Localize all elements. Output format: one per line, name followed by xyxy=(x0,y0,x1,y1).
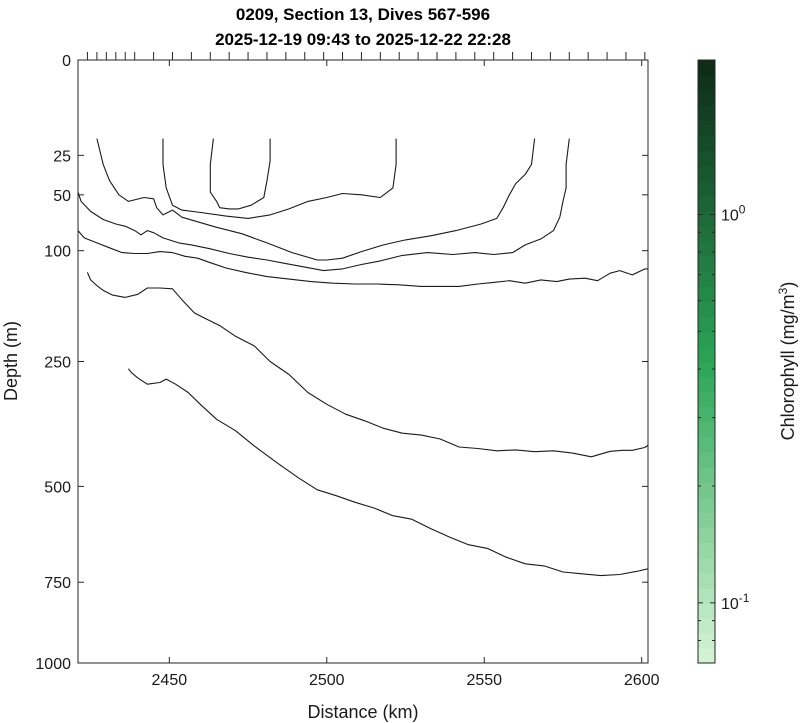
colorbar-label-text: Chlorophyll (mg/m xyxy=(778,294,798,440)
y-tick-label-5: 250 xyxy=(44,355,71,372)
colorbar-level-31 xyxy=(698,195,715,212)
colorbar-level-33 xyxy=(698,165,715,182)
contour-line-3 xyxy=(96,138,536,261)
y-tick-label-8: 1000 xyxy=(35,656,71,673)
colorbar-level-12 xyxy=(698,482,715,498)
colorbar-tick-label-2: 10-1 xyxy=(721,591,750,613)
colorbar-level-26 xyxy=(698,271,715,287)
colorbar-label-superscript: 3 xyxy=(776,287,790,294)
colorbar-level-11 xyxy=(698,497,715,513)
colorbar-level-30 xyxy=(698,210,715,227)
colorbar-level-17 xyxy=(698,406,715,423)
colorbar-level-2 xyxy=(698,632,715,649)
plot-frame xyxy=(77,59,649,664)
colorbar-tick-label-1: 100 xyxy=(721,203,746,225)
colorbar-level-8 xyxy=(698,542,715,559)
colorbar-level-32 xyxy=(698,180,715,197)
y-tick-label-1: 0 xyxy=(62,53,71,70)
x-tick-label-4: 2600 xyxy=(624,672,660,689)
x-axis: 2450 2500 2550 2600 xyxy=(152,60,660,689)
colorbar-level-14 xyxy=(698,451,715,468)
colorbar-level-23 xyxy=(698,316,715,332)
colorbar-level-29 xyxy=(698,225,715,242)
colorbar-level-19 xyxy=(698,376,715,393)
contour-lines xyxy=(78,138,648,577)
y-axis: 0 25 50 100 250 500 750 1000 xyxy=(35,53,648,673)
contour-line-6 xyxy=(86,272,648,458)
contour-line-5 xyxy=(78,230,648,287)
contour-line-7 xyxy=(127,368,648,577)
colorbar-label: Chlorophyll (mg/m3) xyxy=(776,282,798,441)
x-axis-label: Distance (km) xyxy=(307,702,418,722)
colorbar-level-7 xyxy=(698,557,715,574)
colorbar-level-35 xyxy=(698,135,715,152)
colorbar-level-4 xyxy=(698,602,715,619)
colorbar-level-5 xyxy=(698,587,715,604)
colorbar xyxy=(698,60,715,664)
colorbar-level-15 xyxy=(698,436,715,453)
colorbar-level-37 xyxy=(698,105,715,121)
chart-title: 0209, Section 13, Dives 567-596 xyxy=(236,5,490,24)
x-tick-label-2: 2500 xyxy=(309,672,345,689)
y-axis-label: Depth (m) xyxy=(1,321,21,401)
contour-line-4 xyxy=(78,138,570,272)
colorbar-frame xyxy=(697,59,716,664)
dive-markers xyxy=(86,52,646,60)
y-tick-label-2: 25 xyxy=(53,148,71,165)
colorbar-level-6 xyxy=(698,572,715,589)
colorbar-level-10 xyxy=(698,512,715,528)
colorbar-tick-label-base: 10 xyxy=(721,596,739,613)
colorbar-level-13 xyxy=(698,467,715,483)
plot-area xyxy=(78,60,648,663)
colorbar-level-20 xyxy=(698,361,715,378)
colorbar-tick-label-base: 10 xyxy=(721,208,739,225)
y-tick-label-3: 50 xyxy=(53,188,71,205)
colorbar-level-1 xyxy=(698,647,715,664)
colorbar-level-36 xyxy=(698,120,715,136)
colorbar-level-9 xyxy=(698,527,715,543)
colorbar-level-40 xyxy=(698,60,715,76)
colorbar-tick-label-exponent: 0 xyxy=(739,203,746,217)
y-tick-label-7: 750 xyxy=(44,575,71,592)
colorbar-level-24 xyxy=(698,301,715,317)
colorbar-level-38 xyxy=(698,90,715,106)
x-tick-label-1: 2450 xyxy=(152,672,188,689)
colorbar-level-3 xyxy=(698,617,715,634)
colorbar-label-end: ) xyxy=(778,282,798,288)
x-tick-label-3: 2550 xyxy=(466,672,502,689)
colorbar-level-21 xyxy=(698,346,715,363)
colorbar-level-16 xyxy=(698,421,715,438)
y-tick-label-6: 500 xyxy=(44,479,71,496)
chart-subtitle: 2025-12-19 09:43 to 2025-12-22 22:28 xyxy=(215,30,511,49)
colorbar-tick-label-exponent: -1 xyxy=(739,591,750,605)
colorbar-level-18 xyxy=(698,391,715,408)
colorbar-level-25 xyxy=(698,286,715,302)
colorbar-level-39 xyxy=(698,75,715,91)
colorbar-level-27 xyxy=(698,255,715,272)
y-tick-label-4: 100 xyxy=(44,244,71,261)
colorbar-level-22 xyxy=(698,331,715,348)
colorbar-level-34 xyxy=(698,150,715,167)
colorbar-level-28 xyxy=(698,240,715,257)
contour-line-2 xyxy=(162,138,397,219)
contour-line-1 xyxy=(209,138,271,210)
